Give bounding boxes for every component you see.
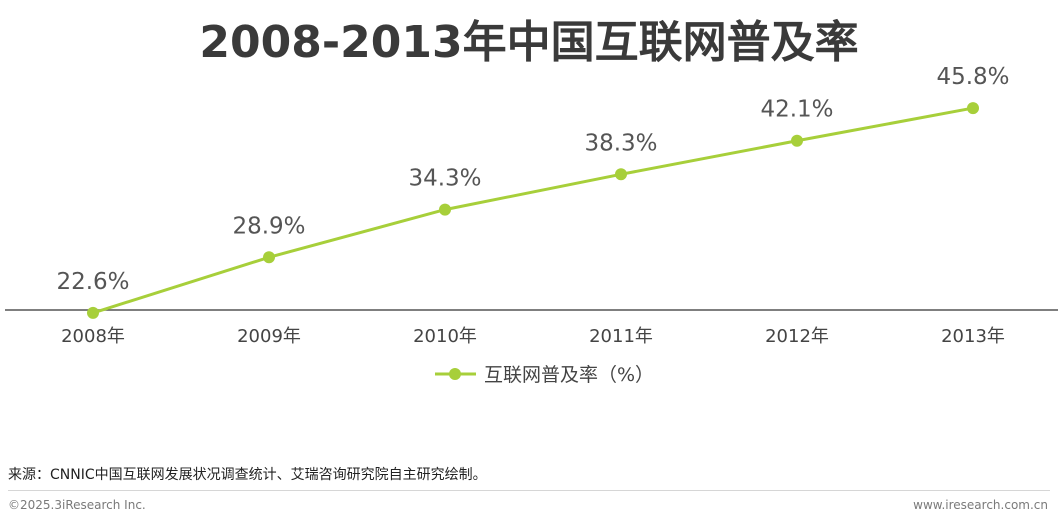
data-point <box>439 203 451 216</box>
data-label: 38.3% <box>584 130 657 156</box>
data-label: 28.9% <box>232 213 305 239</box>
data-label: 45.8% <box>936 64 1009 90</box>
series-line <box>92 106 974 315</box>
x-tick-label: 2010年 <box>413 326 477 347</box>
footer-divider <box>8 490 1050 491</box>
x-tick-label: 2009年 <box>237 326 301 347</box>
data-label: 22.6% <box>56 269 129 295</box>
x-tick-label: 2013年 <box>941 326 1005 347</box>
data-point <box>791 134 803 147</box>
data-point <box>263 251 275 264</box>
x-tick-label: 2012年 <box>765 326 829 347</box>
x-tick-label: 2008年 <box>61 326 125 347</box>
chart-title: 2008-2013年中国互联网普及率 <box>199 17 859 68</box>
data-label: 34.3% <box>408 166 481 192</box>
data-point <box>615 168 627 181</box>
legend-marker <box>449 368 461 380</box>
data-label: 42.1% <box>760 97 833 123</box>
x-tick-label: 2011年 <box>589 326 653 347</box>
copyright-text: ©2025.3iResearch Inc. <box>8 498 146 512</box>
data-point <box>967 102 979 115</box>
source-note: 来源：CNNIC中国互联网发展状况调查统计、艾瑞咨询研究院自主研究绘制。 <box>8 467 487 483</box>
line-chart: 2008年 2009年 2010年 2011年 2012年 2013年 22.6% 28.9… <box>5 64 1058 386</box>
legend-label: 互联网普及率（%） <box>484 364 654 386</box>
legend: 互联网普及率（%） <box>435 364 654 386</box>
website-link[interactable]: www.iresearch.com.cn <box>913 498 1048 512</box>
data-point <box>87 306 99 319</box>
